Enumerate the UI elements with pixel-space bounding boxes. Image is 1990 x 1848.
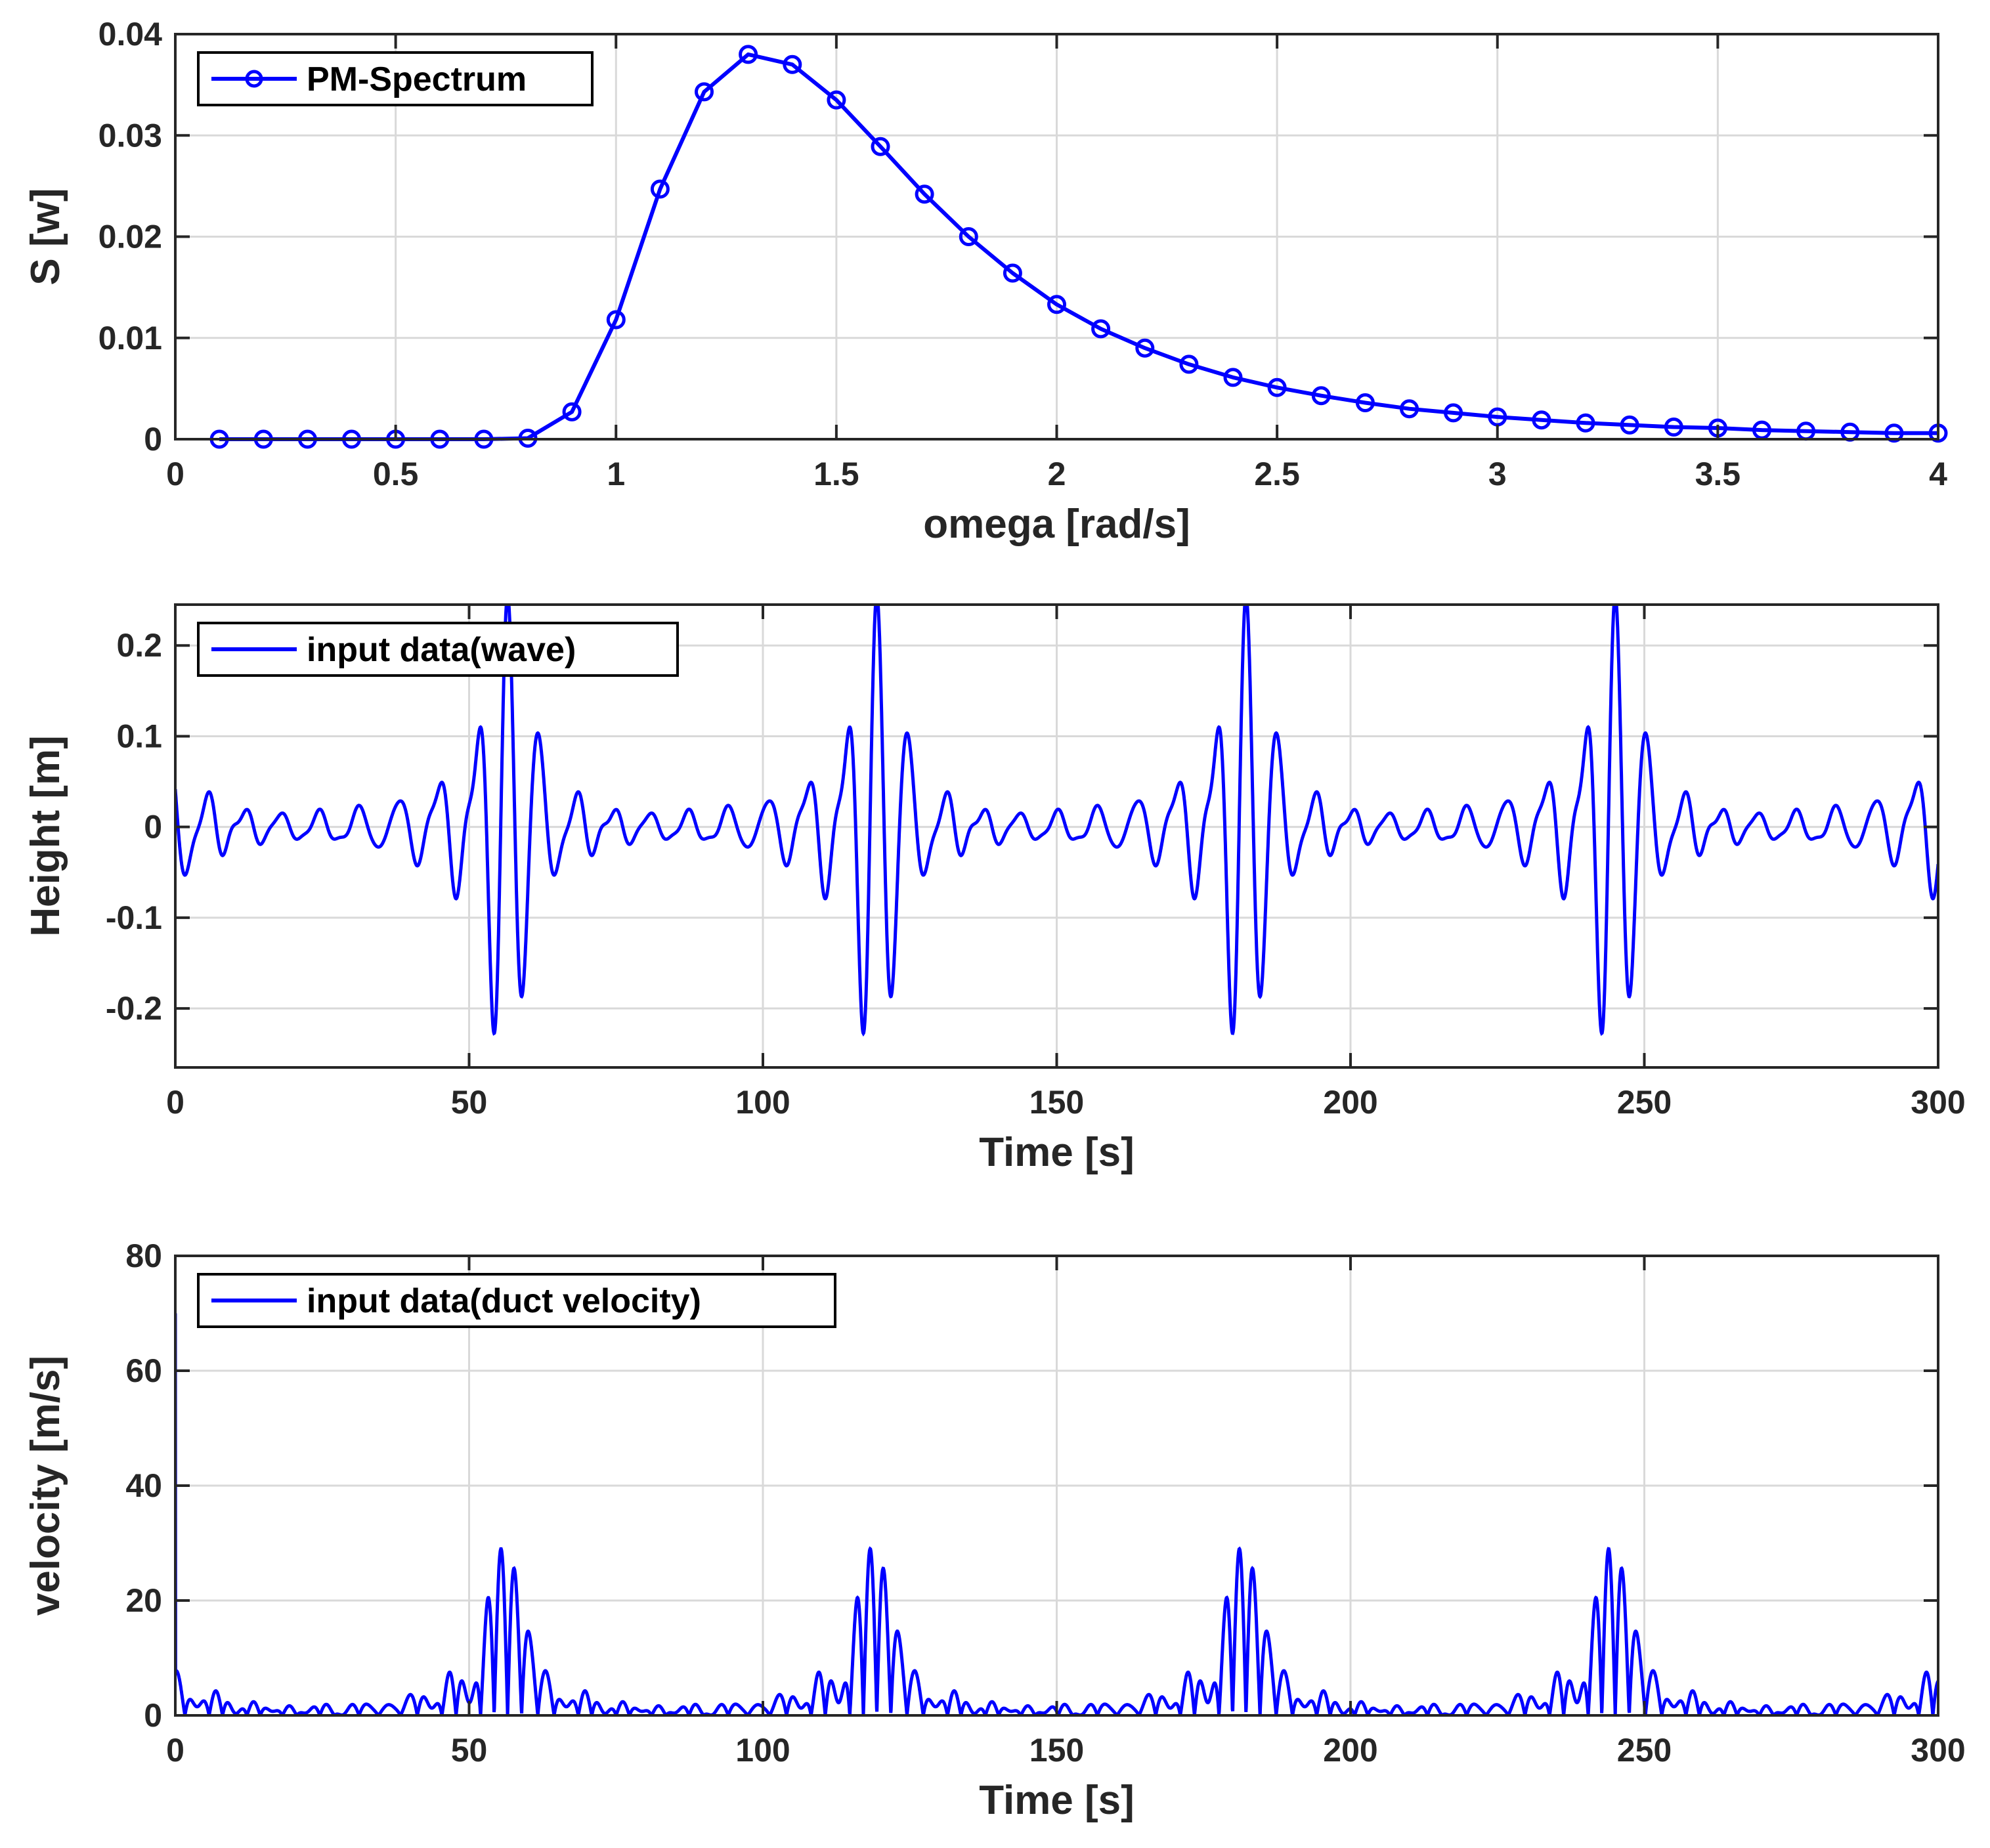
y-tick-label: 20 <box>125 1582 162 1619</box>
data-point <box>1091 319 1111 339</box>
data-point <box>562 402 582 421</box>
legend-label: PM-Spectrum <box>307 60 527 98</box>
x-tick-label: 250 <box>1617 1732 1672 1769</box>
x-tick-label: 1.5 <box>813 456 859 492</box>
series-pm-spectrum <box>209 45 1948 449</box>
data-point <box>1267 377 1287 397</box>
tick-labels: 0 0.5 1 1.5 2 2.5 3 3.5 4 0 0.01 0.02 0.03 0.04 <box>98 16 1947 492</box>
data-point <box>1223 368 1243 387</box>
y-tick-label: 0.1 <box>116 718 162 754</box>
x-tick-label: 200 <box>1323 1732 1377 1769</box>
x-tick-label: 0 <box>166 1732 184 1769</box>
data-point <box>695 82 714 102</box>
data-point <box>1884 423 1904 443</box>
y-tick-label: 80 <box>125 1237 162 1274</box>
data-point <box>1620 415 1639 435</box>
x-tick-label: 200 <box>1323 1084 1377 1121</box>
x-tick-label: 100 <box>735 1732 790 1769</box>
x-tick-label: 150 <box>1029 1732 1084 1769</box>
data-point <box>783 54 802 74</box>
y-tick-label: -0.1 <box>106 899 162 936</box>
data-point <box>1135 338 1155 358</box>
x-axis-label: Time [s] <box>979 1130 1135 1175</box>
series-line <box>175 605 1938 1037</box>
legend-box <box>197 1273 836 1328</box>
subplot-wave-height: 0 50 100 150 200 250 300 -0.2 -0.1 0 0.1 0.2 Time [… <box>23 603 1966 1175</box>
x-tick-label: 4 <box>1929 456 1947 492</box>
series-wave <box>175 605 1938 1037</box>
y-tick-label: 40 <box>125 1467 162 1504</box>
tick-marks <box>174 33 1939 441</box>
y-tick-label: 0 <box>144 809 162 846</box>
y-tick-label: 0.04 <box>98 16 163 53</box>
legend: input data(duct velocity) <box>197 1273 836 1328</box>
x-tick-label: 300 <box>1911 1084 1965 1121</box>
y-tick-label: 0 <box>144 421 162 458</box>
x-tick-label: 50 <box>451 1732 488 1769</box>
data-point <box>871 137 890 156</box>
data-point <box>1400 399 1419 419</box>
x-axis-label: Time [s] <box>979 1778 1135 1823</box>
x-axis-label: omega [rad/s] <box>923 502 1190 547</box>
data-point <box>915 184 934 204</box>
data-point <box>1664 418 1683 437</box>
y-axis-label: velocity [m/s] <box>23 1356 68 1616</box>
data-point <box>739 45 758 64</box>
legend-label: input data(wave) <box>307 631 576 669</box>
subplot-duct-velocity: 0 50 100 150 200 250 300 0 20 40 60 80 Time [s] vel… <box>23 1237 1966 1823</box>
data-point <box>1003 263 1022 283</box>
data-point <box>1311 386 1331 406</box>
x-tick-label: 3.5 <box>1695 456 1741 492</box>
legend: PM-Spectrum <box>197 51 594 106</box>
data-point <box>1355 393 1375 412</box>
legend-label: input data(duct velocity) <box>307 1282 701 1320</box>
data-point <box>827 90 846 110</box>
x-tick-label: 50 <box>451 1084 488 1121</box>
tick-labels: 0 50 100 150 200 250 300 -0.2 -0.1 0 0.1 0.2 <box>106 627 1966 1121</box>
y-tick-label: 60 <box>125 1352 162 1389</box>
legend-marker-swatch <box>245 70 263 88</box>
data-point <box>650 179 670 199</box>
y-tick-label: 0.03 <box>98 117 162 154</box>
data-point <box>1179 355 1199 374</box>
y-tick-label: 0.02 <box>98 219 162 255</box>
y-axis-label: S [w] <box>23 188 68 285</box>
x-tick-label: 1 <box>607 456 625 492</box>
tick-labels: 0 50 100 150 200 250 300 0 20 40 60 80 <box>125 1237 1965 1769</box>
tick-marks <box>174 1255 1939 1717</box>
data-point <box>606 310 626 330</box>
x-tick-label: 0.5 <box>373 456 419 492</box>
x-tick-label: 0 <box>166 456 184 492</box>
data-point <box>1532 410 1551 430</box>
y-tick-label: 0.01 <box>98 320 162 356</box>
legend: input data(wave) <box>197 622 679 677</box>
y-tick-label: 0.2 <box>116 627 162 664</box>
data-point <box>1444 403 1463 423</box>
tick-marks <box>174 605 1939 1067</box>
y-tick-label: -0.2 <box>106 990 162 1027</box>
subplot-pm-spectrum: 0 0.5 1 1.5 2 2.5 3 3.5 4 0 0.01 0.02 0.03 0.04 omega… <box>23 16 1948 547</box>
x-tick-label: 100 <box>735 1084 790 1121</box>
x-tick-label: 150 <box>1029 1084 1084 1121</box>
x-tick-label: 2 <box>1048 456 1066 492</box>
y-tick-label: 0 <box>144 1697 162 1734</box>
x-tick-label: 2.5 <box>1254 456 1300 492</box>
data-point <box>1576 413 1595 433</box>
x-tick-label: 250 <box>1617 1084 1672 1121</box>
x-tick-label: 300 <box>1911 1732 1965 1769</box>
data-point <box>1047 295 1066 314</box>
data-point <box>959 227 978 246</box>
y-axis-label: Height [m] <box>23 735 68 937</box>
x-tick-label: 0 <box>166 1084 184 1121</box>
x-tick-label: 3 <box>1488 456 1507 492</box>
